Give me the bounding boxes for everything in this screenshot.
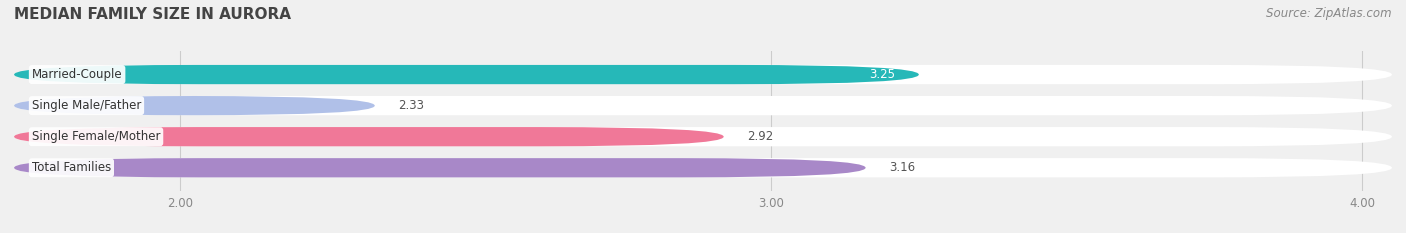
FancyBboxPatch shape bbox=[14, 65, 920, 84]
Text: Single Male/Father: Single Male/Father bbox=[32, 99, 141, 112]
Text: MEDIAN FAMILY SIZE IN AURORA: MEDIAN FAMILY SIZE IN AURORA bbox=[14, 7, 291, 22]
Text: 3.25: 3.25 bbox=[869, 68, 896, 81]
FancyBboxPatch shape bbox=[14, 96, 1392, 115]
Text: Total Families: Total Families bbox=[32, 161, 111, 174]
FancyBboxPatch shape bbox=[14, 65, 1392, 84]
Text: 2.33: 2.33 bbox=[398, 99, 425, 112]
FancyBboxPatch shape bbox=[14, 127, 724, 146]
Text: Married-Couple: Married-Couple bbox=[32, 68, 122, 81]
Text: 2.92: 2.92 bbox=[748, 130, 773, 143]
FancyBboxPatch shape bbox=[14, 127, 1392, 146]
Text: Single Female/Mother: Single Female/Mother bbox=[32, 130, 160, 143]
Text: 3.16: 3.16 bbox=[889, 161, 915, 174]
FancyBboxPatch shape bbox=[14, 158, 866, 177]
FancyBboxPatch shape bbox=[14, 158, 1392, 177]
FancyBboxPatch shape bbox=[14, 96, 375, 115]
Text: Source: ZipAtlas.com: Source: ZipAtlas.com bbox=[1267, 7, 1392, 20]
